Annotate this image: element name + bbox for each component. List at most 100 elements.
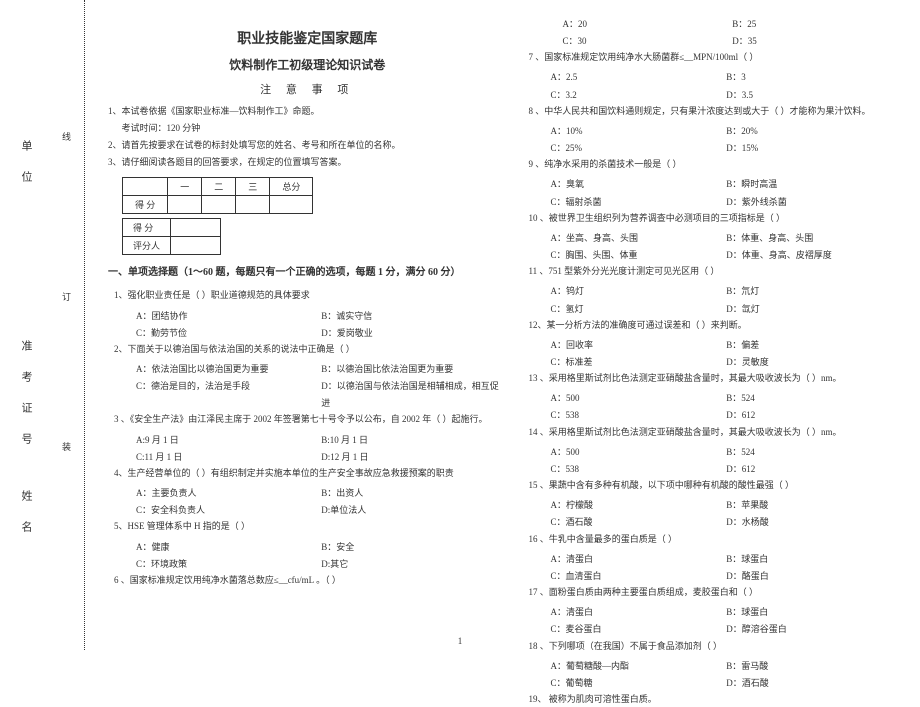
q3-a: A:9 月 1 日 (136, 432, 321, 449)
q17-a: A：清蛋白 (550, 604, 726, 621)
score-h3: 三 (236, 178, 270, 196)
q8-text: 8 、中华人民共和国饮料通则规定，只有果汁浓度达到或大于（ ）才能称为果汁饮料。 (522, 104, 902, 119)
q18-c: C：葡萄糖 (550, 675, 726, 692)
q17-options: A：清蛋白 B：球蛋白 C：麦谷蛋白 D：醇溶谷蛋白 (522, 604, 902, 638)
q10-d: D：体重、身高、皮褶厚度 (726, 247, 902, 264)
q7-c: C：3.2 (550, 87, 726, 104)
q17-b: B：球蛋白 (726, 604, 902, 621)
section-1-title: 一、单项选择题（1～60 题，每题只有一个正确的选项，每题 1 分，满分 60 … (108, 263, 506, 278)
q6-options: A：20 B：25 C：30 D：35 (522, 16, 902, 50)
q9-a: A：臭氧 (550, 176, 726, 193)
q1-c: C：勤劳节俭 (136, 325, 321, 342)
q16-a: A：清蛋白 (550, 551, 726, 568)
score-h0 (123, 178, 168, 196)
q10-b: B：体重、身高、头围 (726, 230, 902, 247)
binding-ticket-label: 准考证号 (18, 340, 34, 464)
q6-text: 6 、国家标准规定饮用纯净水菌落总数应≤__cfu/mL 。（ ） (108, 573, 506, 588)
q18-b: B：雷马酸 (726, 658, 902, 675)
q5-c: C：环境政策 (136, 556, 321, 573)
q1-d: D：爱岗敬业 (321, 325, 506, 342)
mini-score-table: 得 分 评分人 (122, 218, 221, 255)
q2-d: D：以德治国与依法治国是相辅相成，相互促进 (321, 378, 506, 412)
content-area: 职业技能鉴定国家题库 饮料制作工初级理论知识试卷 注 意 事 项 1、本试卷依据… (100, 10, 910, 640)
q5-options: A：健康 B：安全 C：环境政策 D:其它 (108, 539, 506, 573)
instruction-1: 1、本试卷依据《国家职业标准—饮料制作工》命题。 (108, 103, 506, 120)
q15-options: A：柠檬酸 B：苹果酸 C：酒石酸 D：水杨酸 (522, 497, 902, 531)
q14-c: C：538 (550, 461, 726, 478)
q18-d: D：酒石酸 (726, 675, 902, 692)
instruction-1b: 考试时间：120 分钟 (108, 120, 506, 137)
q13-c: C：538 (550, 407, 726, 424)
q8-a: A：10% (550, 123, 726, 140)
q9-b: B：瞬时高温 (726, 176, 902, 193)
q3-d: D:12 月 1 日 (321, 449, 506, 466)
binding-zhuang: 装 (62, 440, 71, 453)
instruction-3: 3、请仔细阅读各题目的回答要求，在规定的位置填写答案。 (108, 154, 506, 171)
q9-d: D：紫外线杀菌 (726, 194, 902, 211)
instruction-2: 2、请首先按要求在试卷的标封处填写您的姓名、考号和所在单位的名称。 (108, 137, 506, 154)
q2-options: A：依法治国比以德治国更为重要 B：以德治国比依法治国更为重要 C：德治是目的，… (108, 361, 506, 412)
q10-options: A：坐高、身高、头围 B：体重、身高、头围 C：胸围、头围、体重 D：体重、身高… (522, 230, 902, 264)
q18-text: 18 、下列哪项（在我国）不属于食品添加剂（ ） (522, 639, 902, 654)
q14-options: A：500 B：524 C：538 D：612 (522, 444, 902, 478)
q13-options: A：500 B：524 C：538 D：612 (522, 390, 902, 424)
q4-a: A：主要负责人 (136, 485, 321, 502)
q12-c: C：标准差 (550, 354, 726, 371)
q12-a: A：回收率 (550, 337, 726, 354)
q16-options: A：清蛋白 B：球蛋白 C：血清蛋白 D：酪蛋白 (522, 551, 902, 585)
q16-b: B：球蛋白 (726, 551, 902, 568)
left-column: 职业技能鉴定国家题库 饮料制作工初级理论知识试卷 注 意 事 项 1、本试卷依据… (100, 10, 514, 640)
q16-d: D：酪蛋白 (726, 568, 902, 585)
binding-unit-label: 单位 (18, 140, 34, 202)
q7-d: D：3.5 (726, 87, 902, 104)
main-title: 职业技能鉴定国家题库 (108, 28, 506, 48)
q2-text: 2、下面关于以德治国与依法治国的关系的说法中正确是（ ） (108, 342, 506, 357)
right-column: A：20 B：25 C：30 D：35 7 、国家标准规定饮用纯净水大肠菌群≤_… (514, 10, 910, 640)
q9-text: 9 、纯净水采用的杀菌技术一般是（ ） (522, 157, 902, 172)
sub-title: 饮料制作工初级理论知识试卷 (108, 56, 506, 73)
q5-d: D:其它 (321, 556, 506, 573)
binding-ding: 订 (62, 290, 71, 303)
score-h1: 一 (168, 178, 202, 196)
q9-c: C：辐射杀菌 (550, 194, 726, 211)
q4-b: B：出资人 (321, 485, 506, 502)
q1-b: B：诚实守信 (321, 308, 506, 325)
q12-b: B：偏差 (726, 337, 902, 354)
q5-a: A：健康 (136, 539, 321, 556)
q1-a: A：团结协作 (136, 308, 321, 325)
q12-text: 12、某一分析方法的准确度可通过误差和（ ）来判断。 (522, 318, 902, 333)
q13-d: D：612 (726, 407, 902, 424)
q13-b: B：524 (726, 390, 902, 407)
score-h2: 二 (202, 178, 236, 196)
q16-c: C：血清蛋白 (550, 568, 726, 585)
q8-options: A：10% B：20% C：25% D：15% (522, 123, 902, 157)
q3-b: B:10 月 1 日 (321, 432, 506, 449)
q11-options: A：钨灯 B：氘灯 C：氢灯 D：氙灯 (522, 283, 902, 317)
q1-options: A：团结协作 B：诚实守信 C：勤劳节俭 D：爱岗敬业 (108, 308, 506, 342)
q15-b: B：苹果酸 (726, 497, 902, 514)
q11-a: A：钨灯 (550, 283, 726, 300)
q18-a: A：葡萄糖酸—内酯 (550, 658, 726, 675)
binding-margin: 单位 准考证号 姓名 线 订 装 (0, 0, 85, 650)
score-h4: 总分 (270, 178, 313, 196)
q2-c: C：德治是目的，法治是手段 (136, 378, 321, 412)
q11-text: 11 、751 型紫外分光光度计测定可见光区用（ ） (522, 264, 902, 279)
q17-c: C：麦谷蛋白 (550, 621, 726, 638)
q2-a: A：依法治国比以德治国更为重要 (136, 361, 321, 378)
q7-a: A：2.5 (550, 69, 726, 86)
q11-b: B：氘灯 (726, 283, 902, 300)
q13-text: 13 、采用格里斯试剂比色法测定亚硝酸盐含量时，其最大吸收波长为（ ）nm。 (522, 371, 902, 386)
q10-c: C：胸围、头围、体重 (550, 247, 726, 264)
q9-options: A：臭氧 B：瞬时高温 C：辐射杀菌 D：紫外线杀菌 (522, 176, 902, 210)
q2-b: B：以德治国比依法治国更为重要 (321, 361, 506, 378)
q15-text: 15 、果蔬中含有多种有机酸，以下项中哪种有机酸的酸性最强（ ） (522, 478, 902, 493)
q1-text: 1、强化职业责任是（ ）职业道德规范的具体要求 (108, 288, 506, 303)
q4-options: A：主要负责人 B：出资人 C：安全科负责人 D:单位法人 (108, 485, 506, 519)
q7-b: B：3 (726, 69, 902, 86)
q14-d: D：612 (726, 461, 902, 478)
q15-d: D：水杨酸 (726, 514, 902, 531)
q17-text: 17 、面粉蛋白质由两种主要蛋白质组成，麦胶蛋白和（ ） (522, 585, 902, 600)
q10-text: 10 、被世界卫生组织列为营养调查中必测项目的三项指标是（ ） (522, 211, 902, 226)
q17-d: D：醇溶谷蛋白 (726, 621, 902, 638)
score-r1: 得 分 (123, 196, 168, 214)
